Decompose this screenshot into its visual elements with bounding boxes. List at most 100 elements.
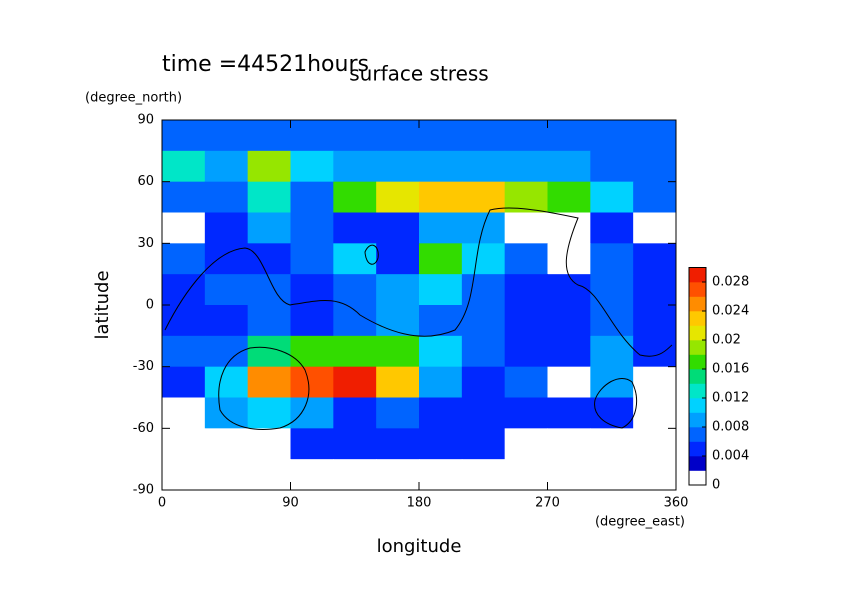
field-cell bbox=[504, 274, 548, 306]
field-cell bbox=[290, 305, 334, 337]
field-cell bbox=[162, 459, 206, 491]
field-cell bbox=[376, 305, 420, 337]
field-cell bbox=[504, 120, 548, 152]
field-cell bbox=[162, 212, 206, 244]
field-cell bbox=[419, 335, 463, 368]
field-cell bbox=[419, 366, 463, 398]
field-cell bbox=[333, 335, 377, 368]
field-cell bbox=[247, 428, 291, 460]
field-cell bbox=[633, 274, 677, 306]
field-cell bbox=[590, 181, 634, 213]
field-cell bbox=[419, 397, 463, 429]
field-cell bbox=[333, 428, 377, 460]
coastlines bbox=[164, 207, 673, 430]
colorbar-tick-label: 0.028 bbox=[712, 275, 749, 290]
field-cell bbox=[547, 397, 591, 429]
y-axis-label: latitude bbox=[92, 270, 113, 339]
field-cell bbox=[376, 366, 420, 398]
colorbar-bin bbox=[689, 470, 706, 486]
field-cell bbox=[204, 212, 249, 244]
field-cell bbox=[247, 397, 291, 429]
colorbar-tick-label: 0 bbox=[712, 478, 720, 493]
field-cell bbox=[547, 428, 591, 460]
chart-title: surface stress bbox=[349, 62, 488, 86]
field-cell bbox=[290, 181, 334, 213]
field-cell bbox=[633, 335, 677, 368]
colorbar-tick-label: 0.016 bbox=[712, 362, 749, 377]
field-cell bbox=[419, 243, 463, 275]
field-cell bbox=[504, 243, 548, 275]
field-cell bbox=[461, 397, 506, 429]
field-cell bbox=[547, 305, 591, 337]
field-cell bbox=[290, 212, 334, 244]
y-tick-label: 0 bbox=[146, 298, 154, 313]
coastline bbox=[594, 377, 638, 429]
field-cell bbox=[504, 397, 548, 429]
field-cell bbox=[290, 397, 334, 429]
field-cell bbox=[376, 459, 420, 491]
field-cell bbox=[290, 150, 334, 183]
field-cell bbox=[162, 150, 206, 183]
field-cell bbox=[633, 243, 677, 275]
field-cell bbox=[333, 397, 377, 429]
field-cell bbox=[633, 181, 677, 213]
field-cell bbox=[547, 120, 591, 152]
colorbar-bin bbox=[689, 311, 706, 326]
field-cell bbox=[504, 428, 548, 460]
field-cell bbox=[504, 212, 548, 244]
field-cell bbox=[590, 366, 634, 398]
field-cell bbox=[590, 335, 634, 368]
field-cell bbox=[461, 335, 506, 368]
field-cell bbox=[162, 305, 206, 337]
colorbar-bin bbox=[689, 282, 706, 297]
field-cell bbox=[461, 243, 506, 275]
field-cell bbox=[590, 428, 634, 460]
field-cell bbox=[247, 459, 291, 491]
field-cell bbox=[590, 120, 634, 152]
y-tick-label: -90 bbox=[133, 483, 154, 498]
annotation: time =44521hours bbox=[162, 52, 369, 77]
field-cell bbox=[162, 335, 206, 368]
field-cell bbox=[461, 181, 506, 213]
colorbar-tick-label: 0.004 bbox=[712, 449, 749, 464]
field-cell bbox=[590, 274, 634, 306]
field-cell bbox=[547, 366, 591, 398]
colorbar-bin bbox=[689, 427, 706, 442]
colorbar-bin bbox=[689, 296, 706, 312]
field-cell bbox=[247, 305, 291, 337]
field-cell bbox=[162, 181, 206, 213]
field-cell bbox=[290, 243, 334, 275]
field-cell bbox=[204, 274, 249, 306]
coastline bbox=[364, 244, 379, 265]
field-cell bbox=[376, 428, 420, 460]
field-cell bbox=[247, 335, 291, 368]
colorbar-bin bbox=[689, 412, 706, 428]
axes: 0 90 180 270 360 -90 -60 -30 0 30 60 90 bbox=[133, 113, 689, 511]
field-cell bbox=[547, 274, 591, 306]
field-cell bbox=[633, 305, 677, 337]
field-cell bbox=[333, 181, 377, 213]
field-cell bbox=[504, 150, 548, 183]
field-cell bbox=[419, 305, 463, 337]
x-tick-label: 270 bbox=[535, 496, 560, 511]
field-cell bbox=[461, 150, 506, 183]
field-cell bbox=[547, 212, 591, 244]
field-cell bbox=[419, 212, 463, 244]
colorbar-bin bbox=[689, 354, 706, 370]
y-tick-label: -30 bbox=[133, 359, 154, 374]
field-cell bbox=[247, 243, 291, 275]
colorbar-bin bbox=[689, 441, 706, 457]
field-cell bbox=[290, 335, 334, 368]
x-tick-label: 180 bbox=[407, 496, 432, 511]
contour-field bbox=[162, 120, 677, 491]
field-cell bbox=[204, 428, 249, 460]
x-axis-label: longitude bbox=[377, 536, 462, 557]
field-cell bbox=[547, 243, 591, 275]
x-unit: (degree_east) bbox=[595, 515, 685, 530]
field-cell bbox=[633, 366, 677, 398]
field-cell bbox=[290, 366, 334, 398]
field-cell bbox=[162, 397, 206, 429]
field-cell bbox=[504, 335, 548, 368]
field-cell bbox=[590, 212, 634, 244]
y-tick-label: 60 bbox=[137, 174, 154, 189]
